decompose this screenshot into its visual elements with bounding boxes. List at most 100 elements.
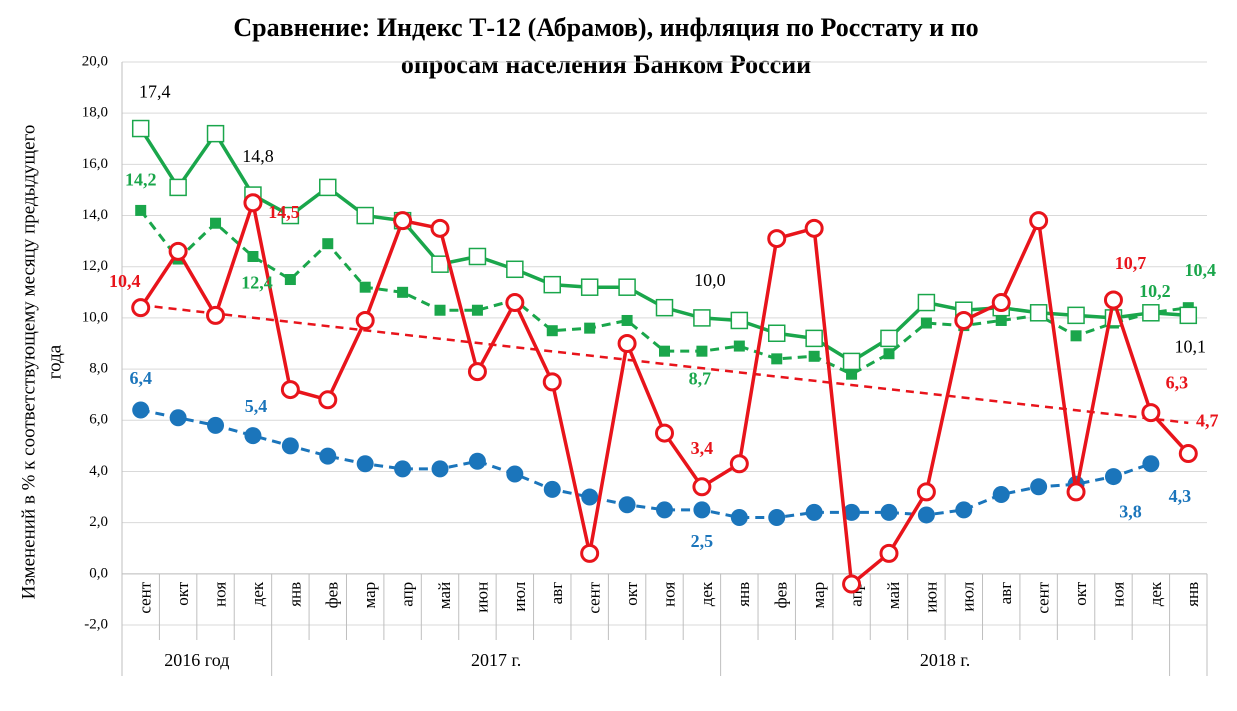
y-axis-label-line: Изменений в % к соответствующему месяцу … [18,125,39,600]
marker [1030,478,1048,496]
data-label: 14,2 [125,170,157,190]
series-line [139,209,1189,376]
marker [355,310,375,330]
marker [471,304,483,316]
marker [1104,468,1122,486]
marker [543,480,561,498]
x-tick: ноя [659,582,678,607]
data-label: 6,3 [1166,373,1189,393]
data-label: 14,8 [242,146,274,166]
x-tick-label: апр [398,582,417,607]
y-tick-label: 18,0 [82,105,108,121]
marker [655,423,674,443]
data-label: 10,4 [1185,260,1217,280]
marker [1178,444,1198,464]
x-tick: авг [996,582,1015,605]
marker [659,345,670,357]
group-label: 2017 г. [471,650,521,670]
x-tick-label: авг [547,582,566,605]
data-label: 10,7 [1115,253,1147,273]
x-tick-label: июл [959,581,978,611]
x-tick-label: фев [323,582,342,609]
marker [322,238,334,250]
y-tick-label: 4,0 [89,463,108,479]
x-tick: янв [1183,582,1202,607]
y-tick-label: 2,0 [89,514,108,530]
marker [617,334,637,353]
chart-title: Сравнение: Индекс Т-12 (Абрамов), инфляц… [233,13,978,42]
marker [244,427,262,445]
x-tick-label: окт [622,581,641,606]
marker [1103,290,1123,310]
data-label: 6,4 [129,368,152,388]
marker [584,322,596,334]
marker [693,501,711,519]
data-label: 12,4 [241,273,273,293]
marker [846,368,858,380]
marker [733,340,745,352]
data-label: 14,5 [268,202,300,222]
marker [920,317,932,329]
x-tick: ноя [210,582,229,607]
data-label: 10,1 [1175,336,1207,356]
marker [880,329,898,348]
marker [280,380,300,400]
x-tick-label: ноя [659,582,678,607]
x-tick: июл [510,581,529,611]
x-tick: сент [585,581,604,613]
x-tick-label: окт [173,581,192,606]
x-tick: фев [772,582,791,609]
marker [655,298,674,317]
y-tick-label: 14,0 [82,207,108,223]
marker [916,482,936,502]
marker [243,193,263,213]
marker [281,437,299,455]
y-axis-label-line: года [44,344,65,379]
marker [580,543,600,563]
y-tick-label: 12,0 [82,258,108,274]
marker [771,353,783,365]
x-tick: ноя [1108,582,1127,607]
marker [284,274,296,286]
x-tick-label: мар [809,582,828,609]
marker [730,311,749,330]
marker [468,452,486,470]
marker [805,329,823,348]
x-tick: мар [360,582,379,609]
x-tick: окт [173,581,192,606]
marker [467,362,487,382]
marker [168,241,188,261]
y-tick-label: 20,0 [82,53,108,69]
marker [917,506,935,524]
marker [992,485,1010,503]
marker [955,501,973,519]
marker [1029,211,1049,231]
marker [879,543,899,563]
data-label: 10,0 [694,270,726,290]
y-tick-label: -2,0 [84,616,108,632]
marker [431,255,449,273]
marker [991,293,1011,313]
x-tick-label: янв [734,582,753,607]
marker [729,454,749,474]
x-tick-label: сент [585,581,604,613]
data-label: 2,5 [691,531,714,551]
marker [356,455,374,473]
series-line [140,408,1152,520]
marker [1142,304,1160,322]
marker [506,260,524,279]
marker [543,275,562,294]
marker [434,304,446,316]
marker [580,278,599,296]
data-label: 17,4 [139,82,171,102]
marker [131,119,150,138]
marker [542,372,562,392]
x-tick-label: окт [1071,581,1090,606]
x-tick: май [884,582,903,609]
x-tick-label: авг [996,582,1015,605]
marker [808,350,820,362]
marker [1179,306,1198,325]
x-tick-label: май [884,582,903,609]
data-label: 10,4 [109,271,141,291]
marker [618,278,636,296]
